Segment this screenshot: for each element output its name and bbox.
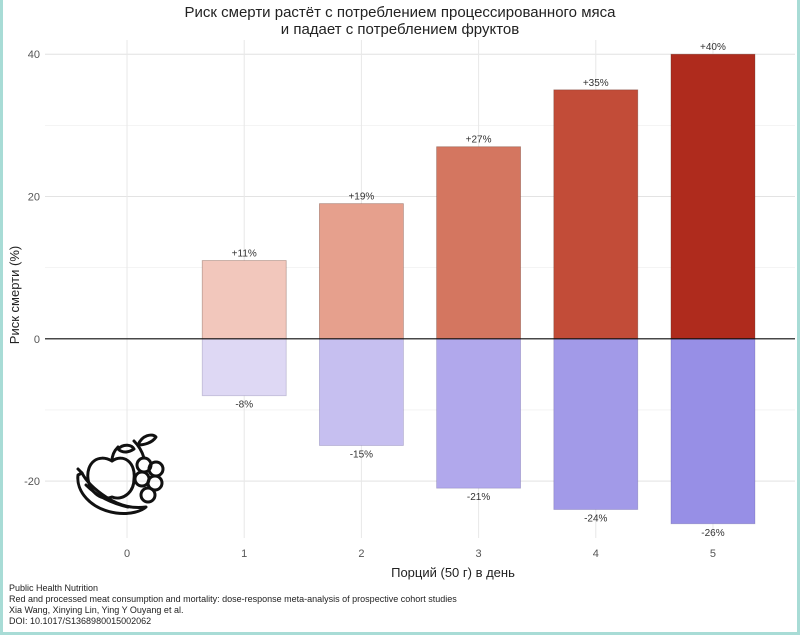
y-tick-label: 0 [34, 334, 40, 346]
data-label: -26% [701, 528, 724, 539]
data-label: -8% [235, 400, 253, 411]
x-axis-title: Порций (50 г) в день [391, 565, 515, 580]
y-tick-label: 40 [28, 49, 40, 61]
chart-title-line-1: Риск смерти растёт с потреблением процес… [184, 4, 616, 21]
x-tick-label: 3 [476, 548, 482, 560]
bar [436, 338, 521, 489]
bar [553, 89, 639, 340]
bar [436, 146, 521, 340]
data-label: +35% [583, 78, 609, 89]
source-authors: Xia Wang, Xinying Lin, Ying Y Ouyang et … [9, 605, 184, 615]
bar [201, 338, 287, 397]
chart-title: Риск смерти растёт с потреблением процес… [0, 4, 800, 38]
source-citation: Public Health Nutrition Red and processe… [9, 583, 457, 627]
y-tick-label: 20 [28, 192, 40, 204]
x-tick-label: 0 [124, 548, 130, 560]
x-tick-label: 1 [241, 548, 247, 560]
ticks: -20 0 20 40 0 1 2 3 4 5 [24, 49, 716, 560]
bar [670, 53, 756, 340]
data-label: -24% [584, 514, 607, 525]
chart-title-line-2: и падает с потреблением фруктов [280, 21, 520, 38]
y-tick-label: -20 [24, 476, 40, 488]
x-tick-label: 5 [710, 548, 716, 560]
value-labels: +11% +19% +27% +35% +40% -8% -15% -21% -24% -26% [232, 42, 726, 539]
x-tick-label: 4 [593, 548, 599, 560]
x-tick-label: 2 [358, 548, 364, 560]
bar [553, 338, 639, 510]
bar [319, 203, 404, 340]
data-label: +11% [232, 249, 257, 260]
bar [670, 338, 756, 525]
y-axis-title: Риск смерти (%) [7, 246, 22, 344]
data-label: +40% [700, 42, 726, 53]
bar [319, 338, 404, 446]
data-label: -21% [467, 492, 490, 503]
bars [201, 53, 756, 525]
source-article: Red and processed meat consumption and m… [9, 594, 457, 604]
bar [201, 260, 287, 340]
data-label: +27% [466, 135, 492, 146]
source-journal: Public Health Nutrition [9, 583, 99, 593]
data-label: +19% [348, 192, 374, 203]
data-label: -15% [350, 450, 373, 461]
source-doi: DOI: 10.1017/S1368980015002062 [9, 616, 152, 626]
fruit-icon [76, 433, 165, 515]
